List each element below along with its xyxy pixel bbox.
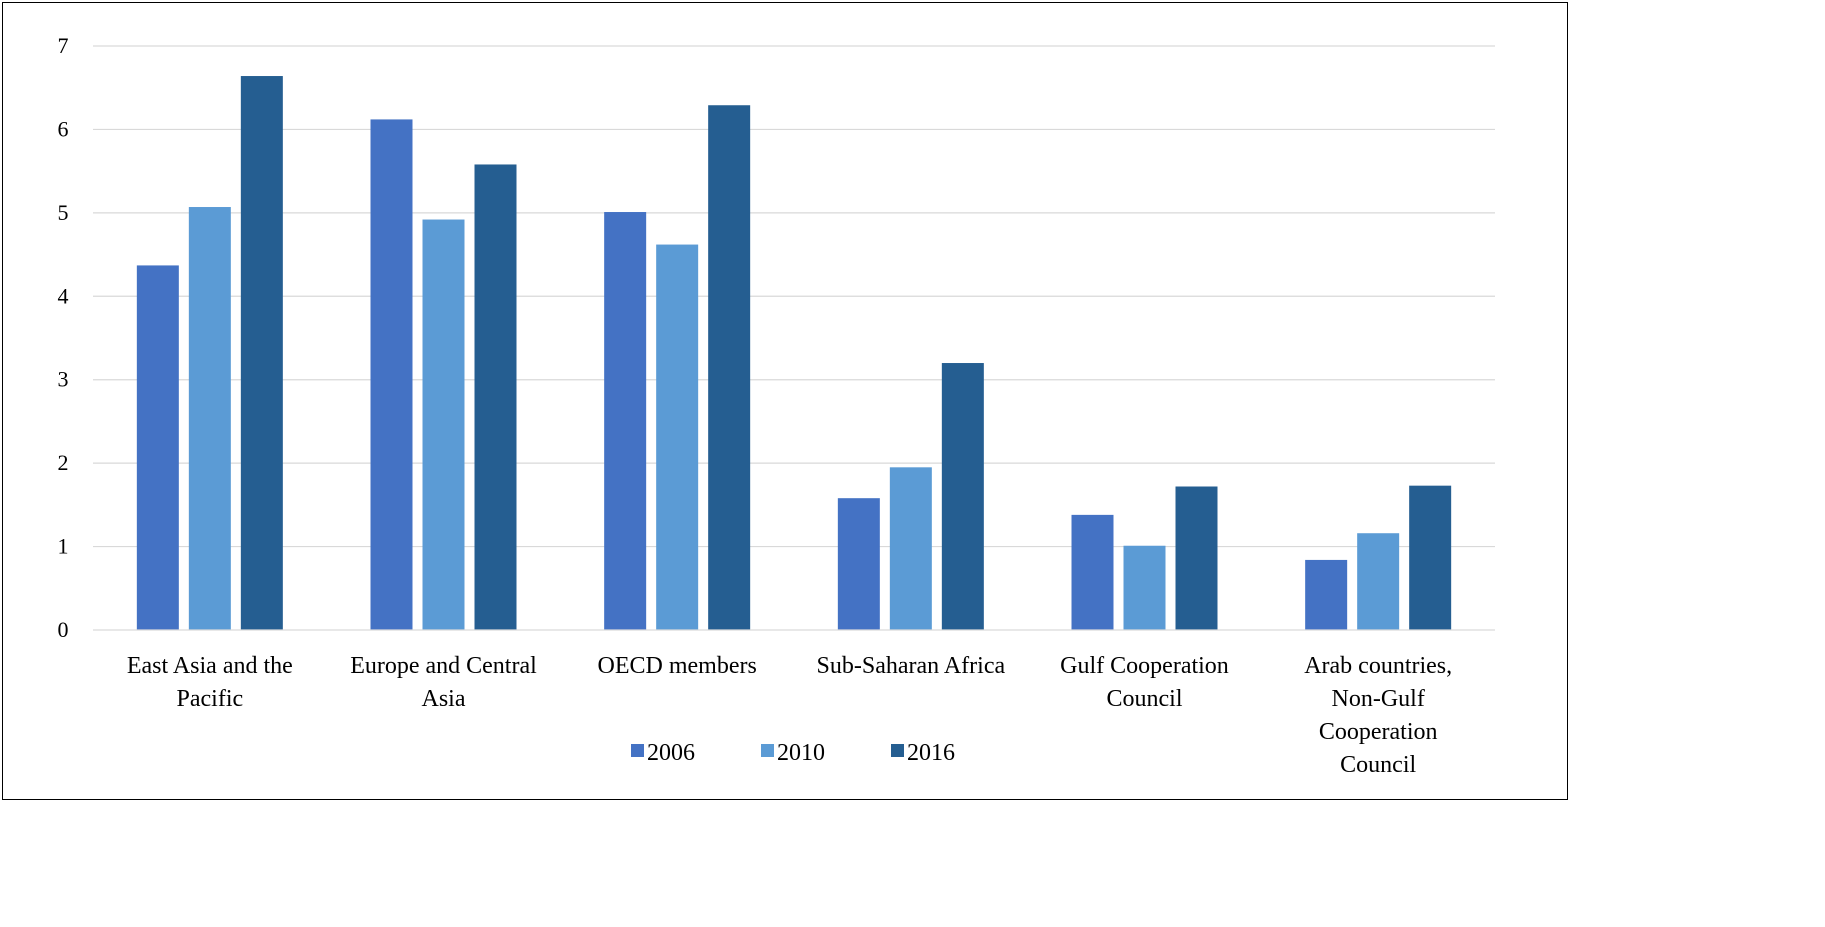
- bar-2016-3: [708, 105, 751, 631]
- y-tick-label: 1: [58, 534, 69, 559]
- bar-2006-5: [1071, 514, 1114, 630]
- y-tick-label: 7: [58, 33, 69, 58]
- category-label: Asia: [422, 686, 466, 712]
- bar-2006-6: [1305, 559, 1348, 630]
- y-tick-label: 4: [58, 283, 69, 308]
- category-labels: East Asia and the Pacific Europe and Centr…: [127, 653, 1452, 778]
- bar-2016-6: [1409, 485, 1452, 630]
- category-label: Non-Gulf: [1332, 686, 1425, 712]
- gridlines: [93, 45, 1495, 548]
- bar-2010-5: [1123, 545, 1166, 630]
- category-label: Arab countries,: [1304, 653, 1452, 679]
- category-label: Council: [1340, 752, 1416, 778]
- category-label: East Asia and the: [127, 653, 293, 679]
- bar-2006-3: [604, 212, 647, 630]
- bar-2010-6: [1357, 533, 1400, 630]
- bar-2006-2: [370, 119, 413, 630]
- legend-swatch-2010: [761, 744, 774, 757]
- bar-2010-4: [889, 467, 932, 630]
- legend-swatch-2006: [631, 744, 644, 757]
- bar-2010-1: [188, 207, 231, 630]
- category-label: Gulf Cooperation: [1060, 653, 1229, 679]
- y-tick-label: 3: [58, 367, 69, 392]
- y-tick-label: 0: [58, 617, 69, 642]
- bar-2010-2: [422, 219, 465, 630]
- legend-swatch-2016: [891, 744, 904, 757]
- category-label: OECD members: [598, 653, 757, 679]
- category-label: Council: [1107, 686, 1183, 712]
- legend-label-2016: 2016: [907, 740, 955, 766]
- y-axis-tick-labels: 0 1 2 3 4 5 6 7: [58, 33, 69, 642]
- y-tick-label: 5: [58, 200, 69, 225]
- bar-2016-1: [240, 76, 283, 630]
- chart-frame: 0 1 2 3 4 5 6 7 East Asia and the Pacific Europe …: [2, 2, 1568, 800]
- bar-2016-5: [1175, 486, 1218, 630]
- bar-chart: 0 1 2 3 4 5 6 7 East Asia and the Pacific Europe …: [58, 33, 1495, 778]
- bar-2016-2: [474, 164, 517, 630]
- bar-2016-4: [941, 363, 984, 630]
- bar-2010-3: [656, 244, 699, 630]
- legend-label-2010: 2010: [777, 740, 825, 766]
- bar-2006-1: [136, 265, 179, 630]
- category-label: Pacific: [177, 686, 244, 712]
- category-label: Cooperation: [1319, 719, 1438, 745]
- y-tick-label: 2: [58, 450, 69, 475]
- category-label: Sub-Saharan Africa: [817, 653, 1006, 679]
- legend: 2006 2010 2016: [631, 740, 955, 766]
- legend-label-2006: 2006: [647, 740, 695, 766]
- category-label: Europe and Central: [350, 653, 537, 679]
- bar-2006-4: [837, 498, 880, 630]
- bars: [136, 76, 1452, 631]
- y-tick-label: 6: [58, 116, 69, 141]
